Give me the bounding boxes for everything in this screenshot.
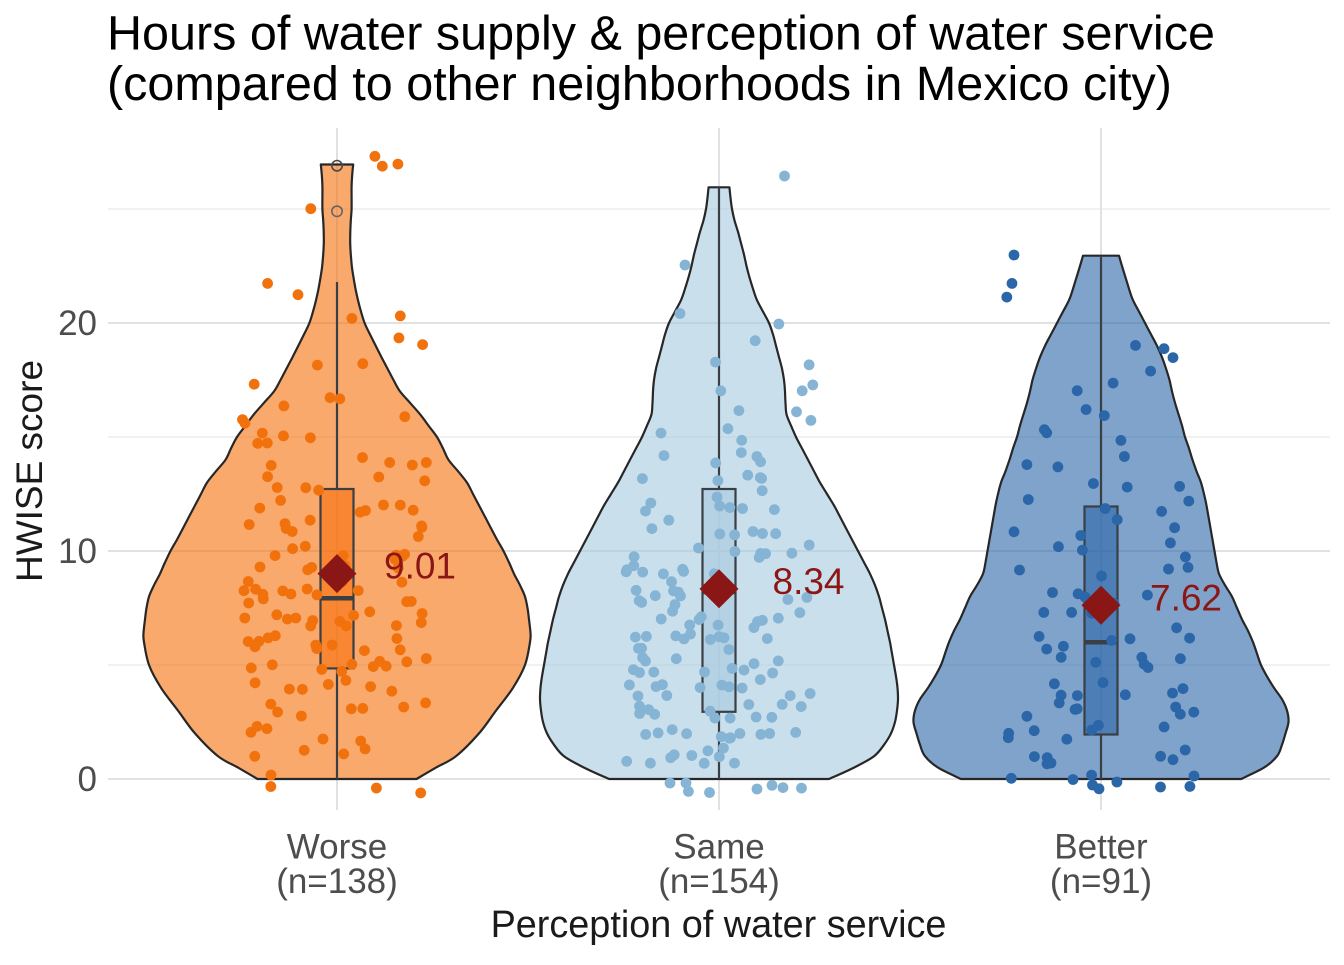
svg-text:(n=154): (n=154) (658, 862, 780, 901)
svg-text:HWISE score: HWISE score (9, 360, 50, 582)
svg-text:(compared to other neighborhoo: (compared to other neighborhoods in Mexi… (107, 57, 1172, 111)
svg-text:(n=91): (n=91) (1050, 862, 1152, 901)
svg-text:10: 10 (58, 532, 97, 571)
svg-text:9.01: 9.01 (384, 546, 456, 587)
svg-text:Better: Better (1054, 828, 1148, 867)
svg-text:0: 0 (78, 760, 97, 799)
svg-text:Perception of water service: Perception of water service (491, 904, 947, 946)
svg-text:(n=138): (n=138) (276, 862, 398, 901)
svg-text:Worse: Worse (287, 828, 388, 867)
svg-text:8.34: 8.34 (773, 561, 845, 602)
svg-text:Hours of water supply & percep: Hours of water supply & perception of wa… (107, 7, 1215, 61)
svg-text:Same: Same (673, 828, 764, 867)
svg-text:20: 20 (58, 304, 97, 343)
svg-text:7.62: 7.62 (1150, 577, 1222, 618)
